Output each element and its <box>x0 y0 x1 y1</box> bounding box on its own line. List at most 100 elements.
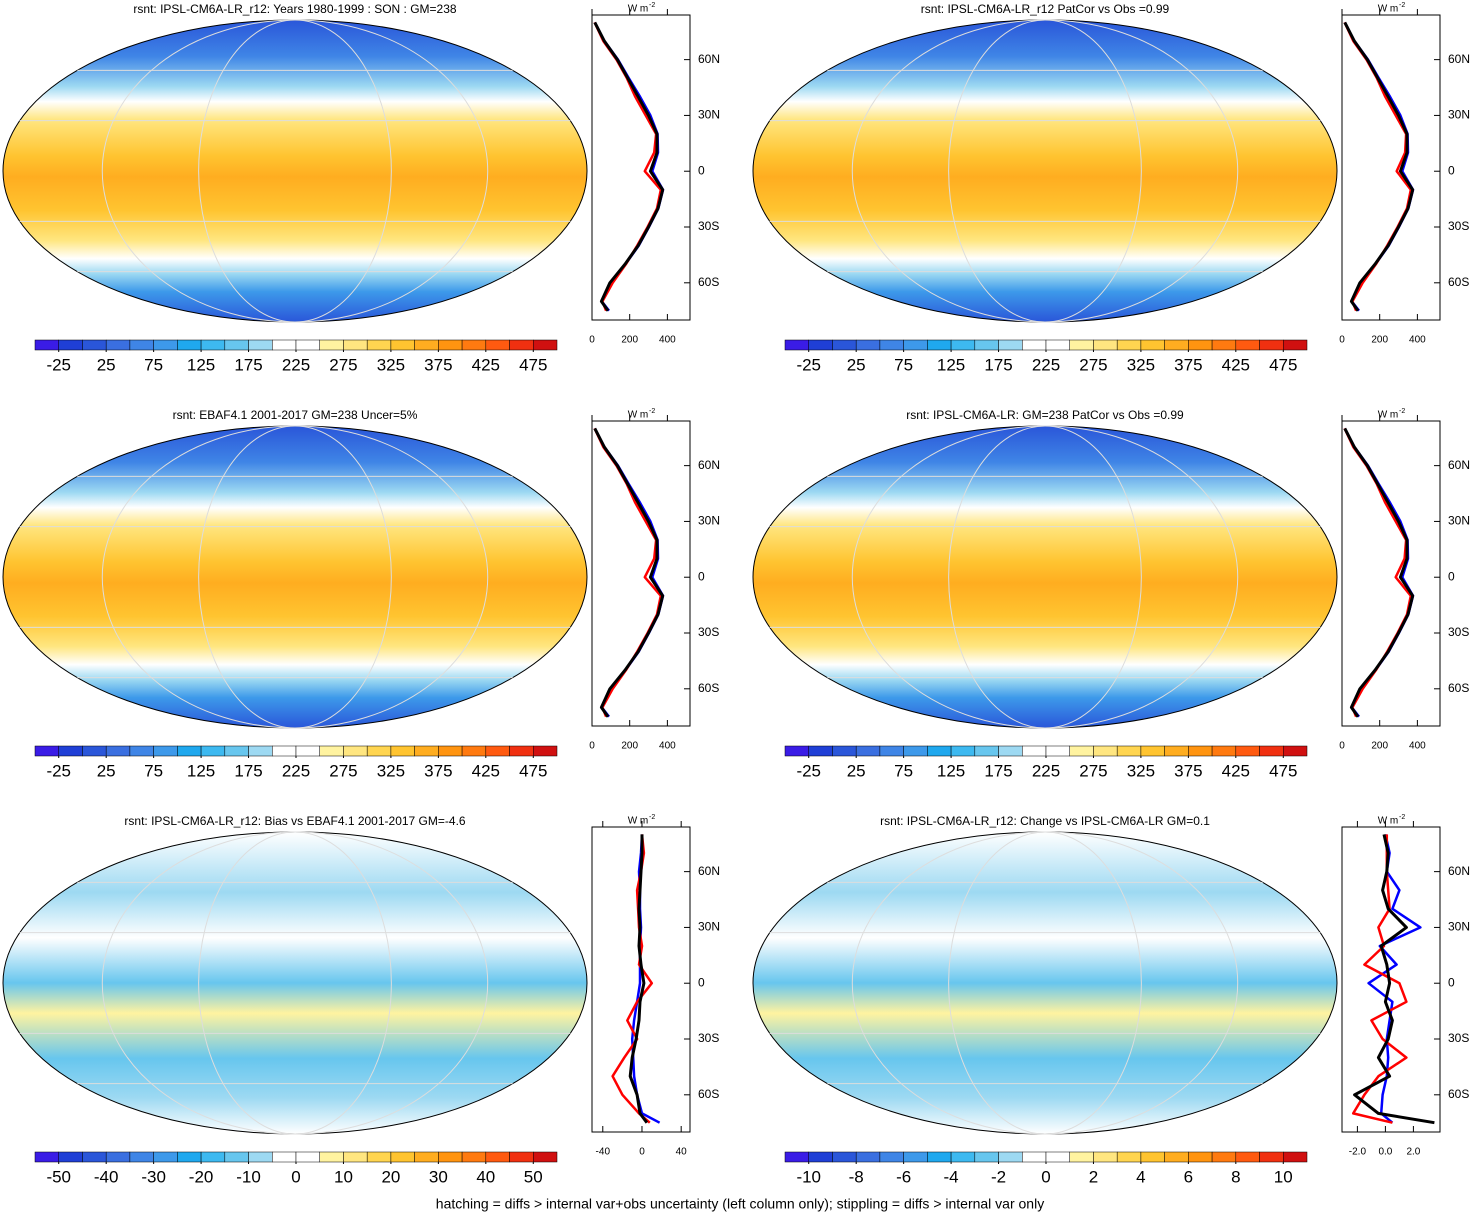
colorbar-box <box>509 339 534 351</box>
colorbar-box <box>390 1151 415 1163</box>
x-tick-label: 0.0 <box>1378 1147 1392 1158</box>
colorbar-label: -20 <box>189 1167 214 1186</box>
colorbar-label: 0 <box>291 1167 300 1186</box>
colorbar-label: 25 <box>847 355 866 374</box>
colorbar-label: -25 <box>796 761 821 780</box>
colorbar-label: 475 <box>519 355 547 374</box>
units: W m <box>628 410 649 421</box>
y-tick-label: 60N <box>698 52 720 66</box>
colorbar-box <box>1069 745 1094 757</box>
colorbar-label: -2 <box>991 1167 1006 1186</box>
y-tick-label: 60N <box>1448 52 1470 66</box>
colorbar-box <box>295 1151 320 1163</box>
zonal-line <box>1353 834 1435 1125</box>
colorbar-box <box>58 745 83 757</box>
colorbar-box <box>105 339 131 351</box>
y-tick-label: 30N <box>698 920 720 934</box>
colorbar-box <box>461 1151 487 1163</box>
x-tick-label: 0 <box>589 741 595 752</box>
y-tick-label: 0 <box>1448 569 1455 583</box>
colorbar-label: 225 <box>1032 761 1060 780</box>
panel: rsnt: IPSL-CM6A-LR_r12 PatCor vs Obs =0.… <box>752 2 1470 374</box>
y-tick-label: 0 <box>1448 163 1455 177</box>
colorbar-box <box>998 339 1023 351</box>
colorbar-box <box>153 339 178 351</box>
y-tick-label: 0 <box>698 163 705 177</box>
colorbar-label: -25 <box>46 761 71 780</box>
colorbar-box <box>485 1151 510 1163</box>
colorbar-box <box>950 339 976 351</box>
colorbar-box <box>1140 1151 1165 1163</box>
colorbar-box <box>950 745 976 757</box>
colorbar-label: -50 <box>46 1167 71 1186</box>
x-tick-label: 400 <box>1409 741 1426 752</box>
colorbar-box <box>903 1151 928 1163</box>
units-exponent: -2 <box>649 814 655 821</box>
zonal-line <box>1367 834 1422 1124</box>
colorbar-box <box>1069 1151 1094 1163</box>
map-meridian <box>101 19 489 323</box>
panel-title: rsnt: EBAF4.1 2001-2017 GM=238 Uncer=5% <box>173 408 418 422</box>
colorbar-label: 175 <box>234 355 262 374</box>
colorbar-box <box>461 745 487 757</box>
map <box>752 425 1338 729</box>
colorbar-label: 25 <box>97 355 116 374</box>
colorbar-label: 25 <box>847 761 866 780</box>
x-tick-label: 400 <box>659 335 676 346</box>
colorbar-box <box>1045 745 1070 757</box>
colorbar-box <box>1259 339 1284 351</box>
colorbar-box <box>319 745 344 757</box>
colorbar-box <box>224 339 249 351</box>
colorbar-label: 275 <box>1079 761 1107 780</box>
units-exponent: -2 <box>649 2 655 9</box>
colorbar-label: -10 <box>796 1167 821 1186</box>
y-tick-label: 30N <box>1448 108 1470 122</box>
colorbar-box <box>1140 745 1165 757</box>
colorbar-box <box>129 1151 154 1163</box>
colorbar-label: 175 <box>984 761 1012 780</box>
colorbar-label: 6 <box>1184 1167 1193 1186</box>
colorbar-box <box>533 339 558 351</box>
colorbar-box <box>153 745 178 757</box>
map <box>2 19 588 323</box>
colorbar-label: 425 <box>1222 355 1250 374</box>
units: W m <box>1378 4 1399 15</box>
colorbar-label: 20 <box>381 1167 400 1186</box>
colorbar-box <box>903 339 928 351</box>
colorbar-label: 125 <box>187 355 215 374</box>
colorbar-box <box>200 339 226 351</box>
colorbar-box <box>438 745 463 757</box>
colorbar-box <box>414 1151 439 1163</box>
colorbar-label: 325 <box>1127 761 1155 780</box>
colorbar-box <box>343 339 368 351</box>
map-meridian <box>851 831 1239 1135</box>
colorbar-box <box>248 1151 273 1163</box>
colorbar-box <box>1022 339 1047 351</box>
colorbar-box <box>1235 339 1260 351</box>
units: W m <box>628 4 649 15</box>
colorbar-box <box>998 1151 1023 1163</box>
colorbar-box <box>784 1151 809 1163</box>
y-tick-label: 30S <box>698 219 719 233</box>
units-exponent: -2 <box>1399 2 1405 9</box>
zonal-frame <box>591 14 691 321</box>
y-tick-label: 30N <box>1448 920 1470 934</box>
colorbar-box <box>200 745 226 757</box>
zonal-frame <box>591 420 691 727</box>
colorbar-label: -8 <box>849 1167 864 1186</box>
colorbar-label: 125 <box>937 761 965 780</box>
map <box>752 19 1338 323</box>
colorbar-box <box>927 745 952 757</box>
zonal-line <box>611 834 654 1124</box>
colorbar-box <box>1211 745 1237 757</box>
colorbar-box <box>200 1151 226 1163</box>
y-tick-label: 30S <box>1448 1031 1469 1045</box>
colorbar-box <box>414 339 439 351</box>
units: W m <box>1378 410 1399 421</box>
y-tick-label: 0 <box>698 569 705 583</box>
panel: rsnt: EBAF4.1 2001-2017 GM=238 Uncer=5% -… <box>2 408 720 780</box>
colorbar-label: -30 <box>141 1167 166 1186</box>
colorbar-label: 375 <box>1174 761 1202 780</box>
colorbar-box <box>58 1151 83 1163</box>
